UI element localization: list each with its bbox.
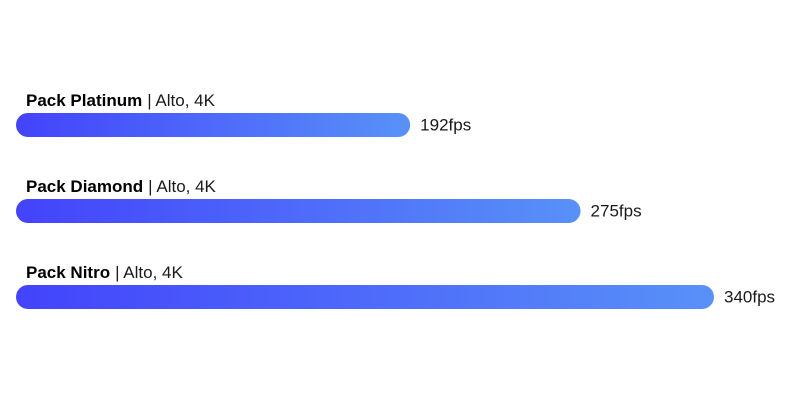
value-label: 275fps — [591, 201, 642, 220]
value-label: 192fps — [420, 115, 471, 134]
category-detail: | Alto, 4K — [147, 91, 215, 110]
bar — [16, 285, 714, 309]
category-name: Pack Nitro — [26, 263, 110, 282]
category-detail: | Alto, 4K — [148, 177, 216, 196]
category-label: Pack Nitro | Alto, 4K — [26, 263, 183, 282]
category-label: Pack Platinum | Alto, 4K — [26, 91, 216, 110]
category-name: Pack Diamond — [26, 177, 143, 196]
bar — [16, 113, 411, 137]
value-label: 340fps — [724, 287, 775, 306]
bar — [16, 199, 581, 223]
category-detail: | Alto, 4K — [115, 263, 183, 282]
category-label: Pack Diamond | Alto, 4K — [26, 177, 217, 196]
category-name: Pack Platinum — [26, 91, 142, 110]
